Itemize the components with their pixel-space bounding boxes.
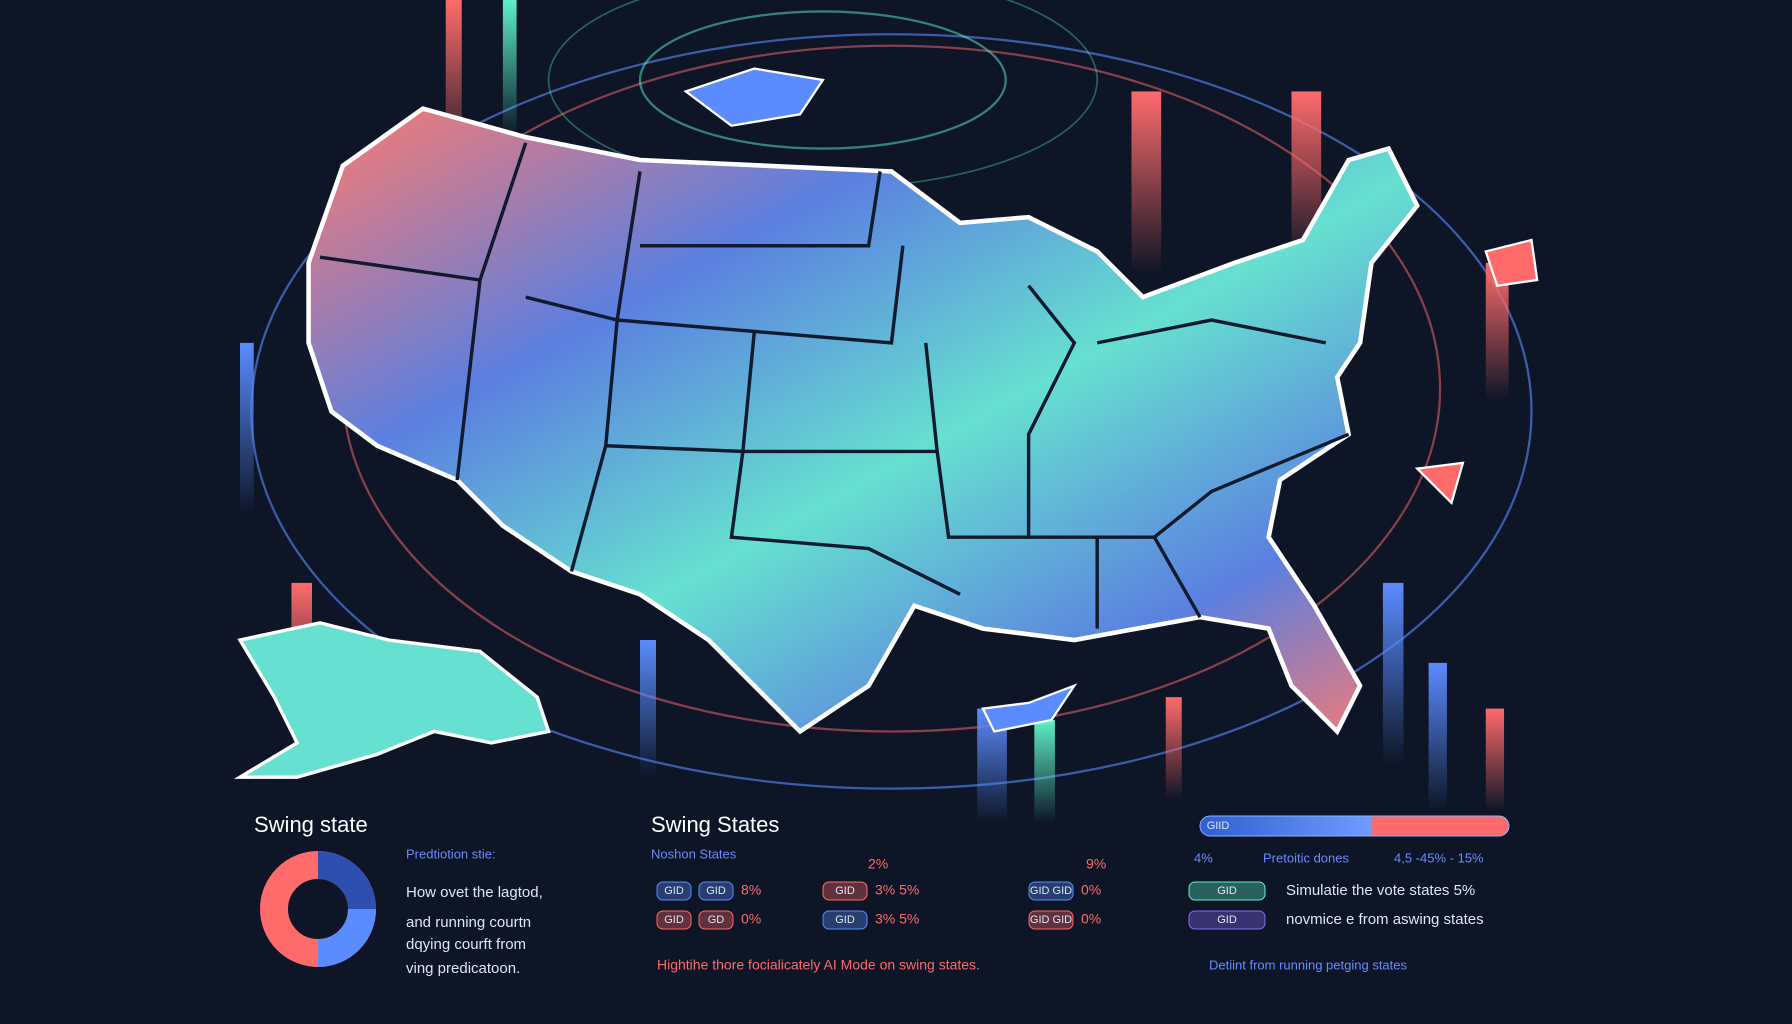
- chip: [698, 881, 734, 901]
- border: [754, 245, 905, 345]
- panel-text: dqying courft from: [406, 936, 526, 953]
- chip: [1028, 910, 1074, 930]
- border: [455, 279, 482, 481]
- chip-label: GID: [1217, 914, 1237, 926]
- chip: [1188, 910, 1266, 930]
- hawaii: [981, 683, 1078, 733]
- light-bar: [1428, 662, 1447, 812]
- border: [1028, 432, 1350, 539]
- donut-segment: [317, 851, 376, 910]
- border: [1096, 318, 1327, 345]
- panel-subtitle: Noshon States: [651, 846, 737, 861]
- chip-label: GID GID: [1030, 885, 1072, 897]
- donut-segment: [317, 908, 376, 967]
- light-bar: [1485, 708, 1505, 812]
- orbit: [638, 10, 1007, 150]
- chip-label: GID: [664, 914, 684, 926]
- chip-label: GID: [706, 885, 726, 897]
- row-value: 3% 5%: [875, 882, 919, 898]
- light-bar: [502, 0, 517, 138]
- row-value: 0%: [741, 911, 761, 927]
- scale-range: 4,5 -45% - 15%: [1394, 850, 1484, 865]
- light-bar: [1485, 262, 1509, 401]
- column-label: 2%: [868, 856, 888, 872]
- chip: [698, 910, 734, 930]
- row-text: Simulatie the vote states 5%: [1286, 882, 1475, 899]
- panel-subtitle: Predtiotion stie:: [406, 846, 496, 861]
- chip-label: GD: [708, 914, 725, 926]
- chip: [1188, 881, 1266, 901]
- us-outline: [306, 106, 1420, 736]
- light-bar: [240, 342, 254, 515]
- light-bar: [1165, 697, 1182, 801]
- swing-bar: [1199, 815, 1510, 837]
- scale-label: 4%: [1194, 850, 1213, 865]
- border: [569, 445, 608, 572]
- border: [640, 171, 882, 248]
- row-value: 3% 5%: [875, 911, 919, 927]
- chip: [822, 881, 868, 901]
- chip-label: GID: [835, 914, 855, 926]
- chip: [1028, 881, 1074, 901]
- panel-footer: Detiint from running petging states: [1209, 957, 1407, 972]
- island: [1414, 461, 1465, 506]
- map-art: [233, 0, 1539, 823]
- panel-text: ving predicatoon.: [406, 960, 520, 977]
- chip: [822, 910, 868, 930]
- row-value: 0%: [1081, 911, 1101, 927]
- rows: GID GID 8% GID 3% 5% GID GID 0% GID GD 0% GID 3% 5%…: [656, 881, 1101, 930]
- rows: GID Simulatie the vote states 5% GID novmic…: [1188, 881, 1484, 930]
- light-bar: [1382, 582, 1404, 766]
- donut: [260, 851, 376, 967]
- panel-title: Swing States: [651, 812, 779, 837]
- column-label: 9%: [1086, 856, 1106, 872]
- bar-label: GIID: [1207, 820, 1230, 832]
- panel-footer: Hightihe thore focialicately AI Mode on …: [657, 957, 980, 973]
- state-borders: [319, 142, 1350, 629]
- row-value: 8%: [741, 882, 761, 898]
- chip-label: GID: [664, 885, 684, 897]
- panel-text: and running courtn: [406, 914, 531, 931]
- chip: [656, 910, 692, 930]
- chip-label: GID GID: [1030, 914, 1072, 926]
- border: [1152, 536, 1202, 619]
- panel-title: Swing state: [254, 812, 368, 837]
- row-value: 0%: [1081, 882, 1101, 898]
- island: [1484, 238, 1539, 287]
- row-text: novmice e from aswing states: [1286, 911, 1484, 928]
- chip: [656, 881, 692, 901]
- panel-text: How ovet the lagtod,: [406, 884, 543, 901]
- island: [683, 67, 825, 127]
- alaska: [233, 621, 551, 779]
- light-bar: [1131, 91, 1162, 275]
- chip-label: GID: [1217, 885, 1237, 897]
- chip-label: GID: [835, 885, 855, 897]
- scale-legend: Pretoitic dones: [1263, 850, 1349, 865]
- border: [729, 451, 961, 596]
- light-bar: [1034, 720, 1055, 823]
- border: [935, 284, 1077, 539]
- light-bar: [640, 640, 657, 778]
